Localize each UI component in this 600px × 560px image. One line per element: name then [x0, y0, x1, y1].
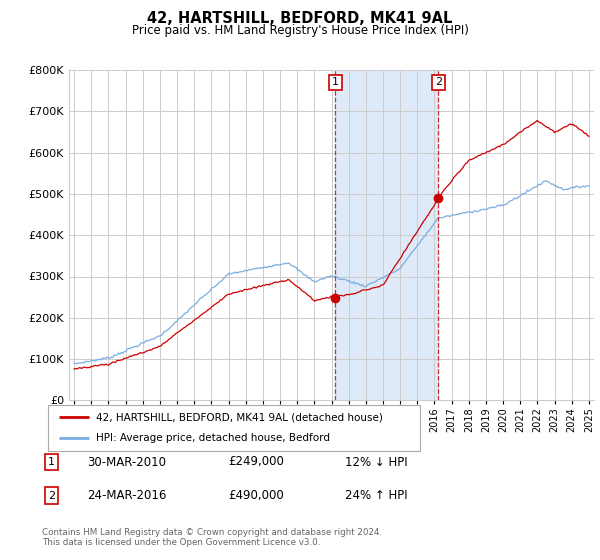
- Text: 42, HARTSHILL, BEDFORD, MK41 9AL (detached house): 42, HARTSHILL, BEDFORD, MK41 9AL (detach…: [97, 412, 383, 422]
- Text: £490,000: £490,000: [228, 489, 284, 502]
- FancyBboxPatch shape: [48, 405, 420, 451]
- Text: Contains HM Land Registry data © Crown copyright and database right 2024.
This d: Contains HM Land Registry data © Crown c…: [42, 528, 382, 547]
- Text: 30-MAR-2010: 30-MAR-2010: [87, 455, 166, 469]
- Text: HPI: Average price, detached house, Bedford: HPI: Average price, detached house, Bedf…: [97, 433, 331, 444]
- Bar: [335, 70, 438, 400]
- Text: 1: 1: [48, 457, 55, 467]
- Text: 12% ↓ HPI: 12% ↓ HPI: [345, 455, 407, 469]
- Text: £249,000: £249,000: [228, 455, 284, 469]
- Text: 24% ↑ HPI: 24% ↑ HPI: [345, 489, 407, 502]
- Text: 2: 2: [48, 491, 55, 501]
- Text: 24-MAR-2016: 24-MAR-2016: [87, 489, 166, 502]
- Text: 2: 2: [434, 77, 442, 87]
- Text: 42, HARTSHILL, BEDFORD, MK41 9AL: 42, HARTSHILL, BEDFORD, MK41 9AL: [148, 11, 452, 26]
- Text: Price paid vs. HM Land Registry's House Price Index (HPI): Price paid vs. HM Land Registry's House …: [131, 24, 469, 36]
- Text: 1: 1: [332, 77, 339, 87]
